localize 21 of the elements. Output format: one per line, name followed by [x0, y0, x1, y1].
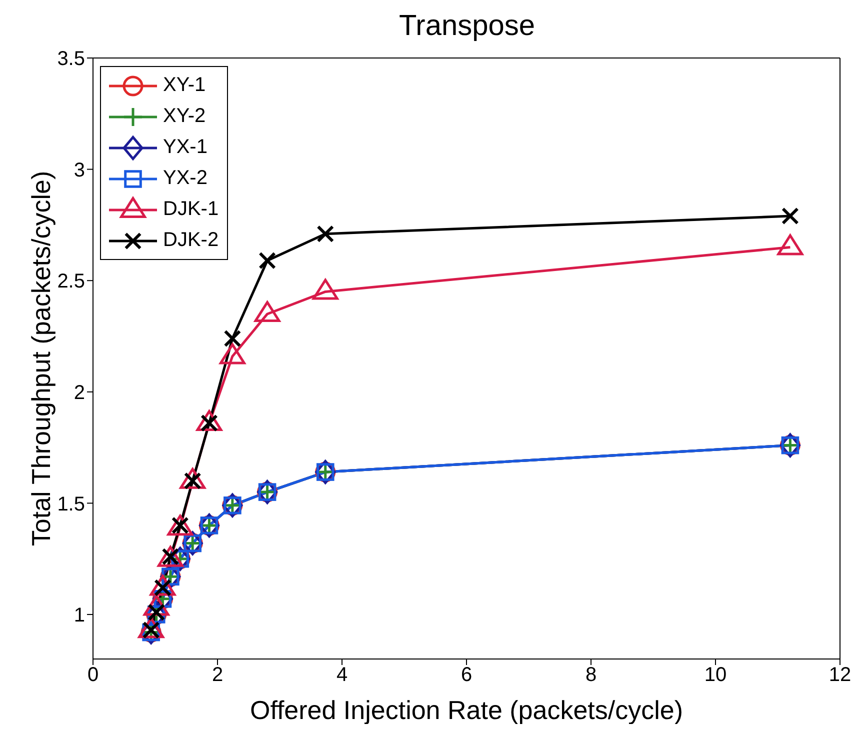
x-tick-label: 10 — [704, 664, 727, 686]
legend-label: XY-1 — [163, 74, 206, 97]
chart-title: Transpose — [398, 10, 536, 43]
legend-label: DJK-1 — [163, 198, 219, 221]
x-tick-label: 12 — [828, 664, 852, 686]
y-tick-label: 3.5 — [57, 48, 85, 70]
x-tick-label: 0 — [87, 664, 99, 686]
x-tick-label: 2 — [212, 664, 224, 686]
legend-label: DJK-2 — [163, 229, 219, 252]
legend-label: XY-2 — [163, 105, 206, 128]
legend-label: YX-2 — [163, 167, 208, 190]
y-tick-label: 2.5 — [57, 270, 85, 293]
y-tick-label: 1.5 — [57, 493, 85, 516]
x-tick-label: 8 — [585, 664, 597, 686]
y-axis-title: Total Throughput (packets/cycle) — [26, 170, 56, 546]
x-tick-label: 6 — [460, 664, 472, 686]
y-tick-label: 1 — [74, 604, 85, 627]
legend-label: YX-1 — [163, 136, 208, 159]
y-tick-label: 2 — [74, 382, 85, 404]
x-tick-label: 4 — [336, 664, 348, 686]
y-tick-label: 3 — [74, 159, 85, 182]
